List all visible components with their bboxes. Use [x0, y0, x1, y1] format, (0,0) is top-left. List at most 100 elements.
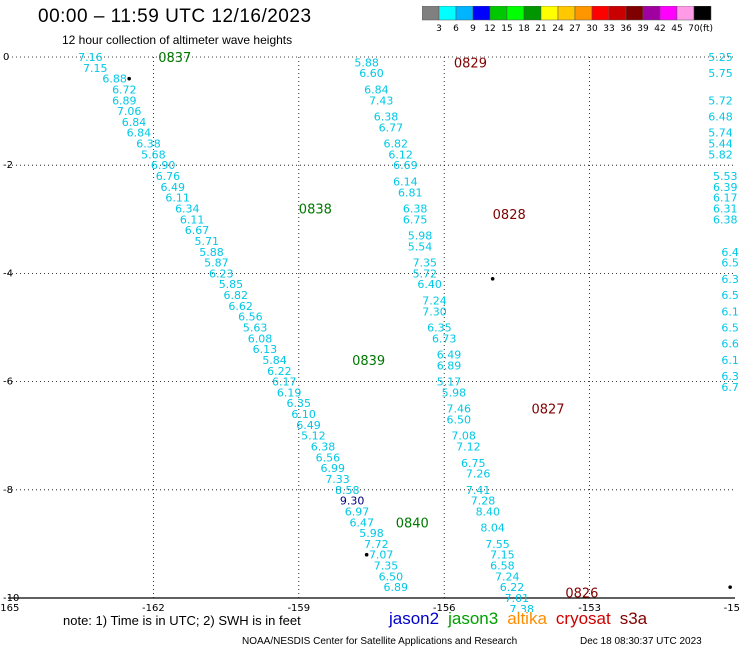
- x-tick-label: -153: [578, 603, 601, 612]
- wave-height-value: 7.46: [446, 403, 471, 416]
- wave-height-value: 6.38: [713, 213, 738, 226]
- wave-height-value: 6.39: [713, 181, 738, 194]
- wave-height-value: 6.69: [393, 159, 418, 172]
- y-tick-label: 0: [3, 52, 9, 63]
- wave-height-value: 6.35: [427, 322, 452, 335]
- wave-height-value: 7.55: [485, 538, 510, 551]
- x-tick-label: -150: [724, 603, 740, 612]
- y-tick-label: -10: [3, 593, 19, 604]
- wave-height-value: 6.97: [345, 505, 370, 518]
- wave-height-value: 6.84: [122, 116, 147, 129]
- wave-height-value: 5.98: [408, 230, 433, 243]
- wave-height-value: 8.04: [480, 522, 505, 535]
- wave-height-value: 5.12: [301, 430, 326, 443]
- colorbar-label: 33: [603, 24, 614, 34]
- wave-height-value: 6.5: [721, 257, 739, 270]
- mission-name: jason3: [448, 609, 499, 628]
- island-marker: [127, 76, 131, 81]
- wave-height-value: 6.90: [151, 159, 176, 172]
- mission-name: cryosat: [555, 609, 611, 628]
- wave-height-value: 6.60: [359, 67, 384, 80]
- wave-height-value: 6.14: [393, 175, 418, 188]
- wave-height-value: 7.41: [466, 484, 491, 497]
- wave-height-value: 6.13: [253, 343, 278, 356]
- wave-height-value: 6.34: [175, 202, 200, 215]
- wave-height-value: 5.85: [219, 278, 244, 291]
- wave-height-value: 5.72: [708, 94, 733, 107]
- wave-height-value: 6.22: [500, 581, 525, 594]
- wave-height-value: 6.84: [364, 83, 389, 96]
- wave-height-value: 6.19: [277, 386, 302, 399]
- wave-height-value: 5.63: [243, 322, 268, 335]
- wave-height-value: 6.38: [311, 441, 336, 454]
- wave-height-value: 6.77: [379, 121, 404, 134]
- wave-height-value: 6.11: [180, 213, 205, 226]
- generation-date: Dec 18 08:30:37 UTC 2023: [580, 636, 702, 647]
- wave-height-value: 6.56: [238, 311, 263, 324]
- colorbar-label: 12: [484, 24, 495, 34]
- pass-time-label: 0839: [352, 354, 385, 369]
- colorbar-label: 39: [637, 24, 649, 34]
- wave-height-value: 6.40: [417, 278, 442, 291]
- wave-height-value: 5.98: [359, 527, 384, 540]
- y-tick-label: -8: [3, 485, 13, 496]
- wave-height-value: 7.24: [495, 570, 520, 583]
- wave-height-value: 6.49: [161, 181, 186, 194]
- wave-height-value: 7.28: [471, 495, 496, 508]
- wave-height-value: 6.3: [721, 370, 739, 383]
- wave-height-value: 5.82: [708, 148, 733, 161]
- colorbar-unit: (ft): [699, 24, 713, 34]
- wave-height-value: 8.40: [476, 505, 501, 518]
- wave-height-value: 6.89: [383, 581, 408, 594]
- wave-height-value: 7.33: [325, 473, 350, 486]
- wave-height-value: 5.53: [713, 170, 738, 183]
- wave-height-value: 5.25: [708, 51, 733, 64]
- wave-height-value: 6.50: [379, 570, 404, 583]
- wave-height-value: 6.08: [248, 332, 273, 345]
- wave-height-value: 6.81: [398, 186, 423, 199]
- pass-time-label: 0826: [565, 587, 598, 602]
- x-tick-label: -156: [433, 603, 456, 612]
- pass-time-label: 0838: [299, 202, 332, 217]
- wave-height-value: 5.98: [442, 386, 467, 399]
- colorbar-label: 70: [688, 24, 700, 34]
- wave-height-value: 6.72: [112, 83, 137, 96]
- colorbar-label: 42: [654, 24, 665, 34]
- colorbar-label: 3: [436, 24, 442, 34]
- wave-height-value: 7.35: [413, 257, 438, 270]
- wave-height-value: 6.82: [224, 289, 249, 302]
- wave-height-value: 5.74: [708, 127, 733, 140]
- wave-height-value: 6.38: [403, 202, 428, 215]
- wave-height-value: 5.88: [199, 246, 224, 259]
- wave-height-value: 6.89: [437, 359, 462, 372]
- mission-legend: jason2 jason3 altika cryosat s3a: [389, 609, 656, 629]
- colorbar-label: 21: [535, 24, 546, 34]
- colorbar-label: 6: [453, 24, 459, 34]
- wave-height-value: 6.12: [388, 148, 413, 161]
- x-tick-label: -162: [142, 603, 165, 612]
- colorbar-label: 9: [470, 24, 476, 34]
- wave-height-value: 5.71: [194, 235, 219, 248]
- wave-height-value: 6.23: [209, 267, 234, 280]
- wave-height-value: 6.82: [383, 138, 408, 151]
- pass-time-label: 0829: [454, 56, 487, 71]
- colorbar-label: 45: [671, 24, 682, 34]
- wave-height-value: 7.38: [509, 603, 534, 612]
- wave-height-value: 6.31: [713, 202, 738, 215]
- colorbar-legend: 3 6 9 12 15 18 21 24 27 30 33 36 39 42 45 70 (ft): [422, 6, 713, 34]
- x-tick-label: -165: [0, 603, 19, 612]
- colorbar-swatch: [693, 6, 712, 21]
- wave-height-value: 7.30: [422, 305, 447, 318]
- wave-height-value: 6.17: [272, 376, 297, 389]
- mission-name: altika: [507, 609, 547, 628]
- island-marker: [728, 585, 732, 589]
- wave-height-value: 6.89: [112, 94, 137, 107]
- y-tick-label: -4: [3, 268, 13, 279]
- wave-height-value: 5.54: [408, 240, 433, 253]
- pass-time-label: 0840: [396, 516, 429, 531]
- wave-height-value: 6.4: [721, 246, 739, 259]
- wave-height-value: 7.35: [374, 560, 399, 573]
- wave-height-value: 7.15: [83, 62, 108, 75]
- wave-height-value: 6.38: [136, 138, 161, 151]
- wave-height-value: 6.1: [721, 305, 739, 318]
